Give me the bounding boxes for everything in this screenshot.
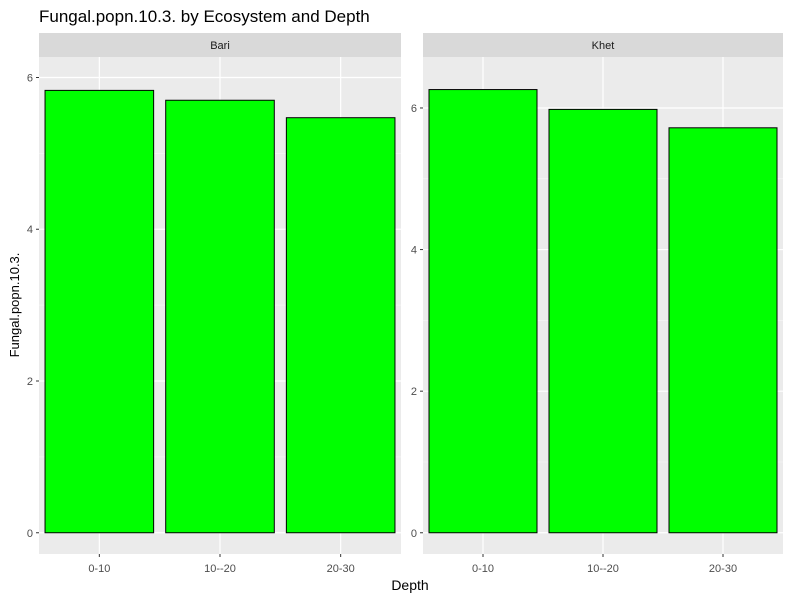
bar-bari-0-10: [44, 89, 155, 534]
facet-strip-label: Bari: [210, 40, 230, 52]
y-tick-label: 2: [411, 386, 417, 398]
x-tick-label: 10--20: [204, 563, 236, 575]
x-tick-label: 0-10: [472, 563, 494, 575]
x-tick-label: 20-30: [709, 563, 737, 575]
y-tick-label: 0: [27, 528, 33, 540]
x-tick-label: 0-10: [88, 563, 110, 575]
x-tick-label: 10--20: [587, 563, 619, 575]
y-tick-label: 6: [27, 72, 33, 84]
bar-bari-20-30: [285, 117, 396, 534]
y-tick-label: 4: [411, 245, 417, 257]
y-tick-label: 0: [411, 528, 417, 540]
facet-strip-label: Khet: [592, 40, 615, 52]
y-axis-label: Fungal.popn.10.3.: [7, 253, 22, 358]
bar-khet-10--20: [548, 108, 658, 534]
facet-strip: [423, 33, 783, 57]
x-axis-label: Depth: [391, 577, 428, 593]
y-tick-label: 4: [27, 224, 33, 236]
x-tick-label: 20-30: [327, 563, 355, 575]
facet-panels: Bari 0 2 4 6 0-10 10--20 20-30 Khet 0 2 4 6 0-10 10--2…: [27, 33, 783, 575]
facet-strip: [39, 33, 401, 57]
y-tick-label: 6: [411, 103, 417, 115]
bar-khet-20-30: [668, 127, 778, 534]
y-tick-label: 2: [27, 376, 33, 388]
panel-khet: Khet 0 2 4 6 0-10 10--20 20-30: [411, 33, 783, 575]
bar-bari-10--20: [165, 99, 275, 534]
chart-title: Fungal.popn.10.3. by Ecosystem and Depth: [39, 7, 370, 26]
bar-khet-0-10: [428, 89, 538, 534]
panel-bari: Bari 0 2 4 6 0-10 10--20 20-30: [27, 33, 401, 575]
